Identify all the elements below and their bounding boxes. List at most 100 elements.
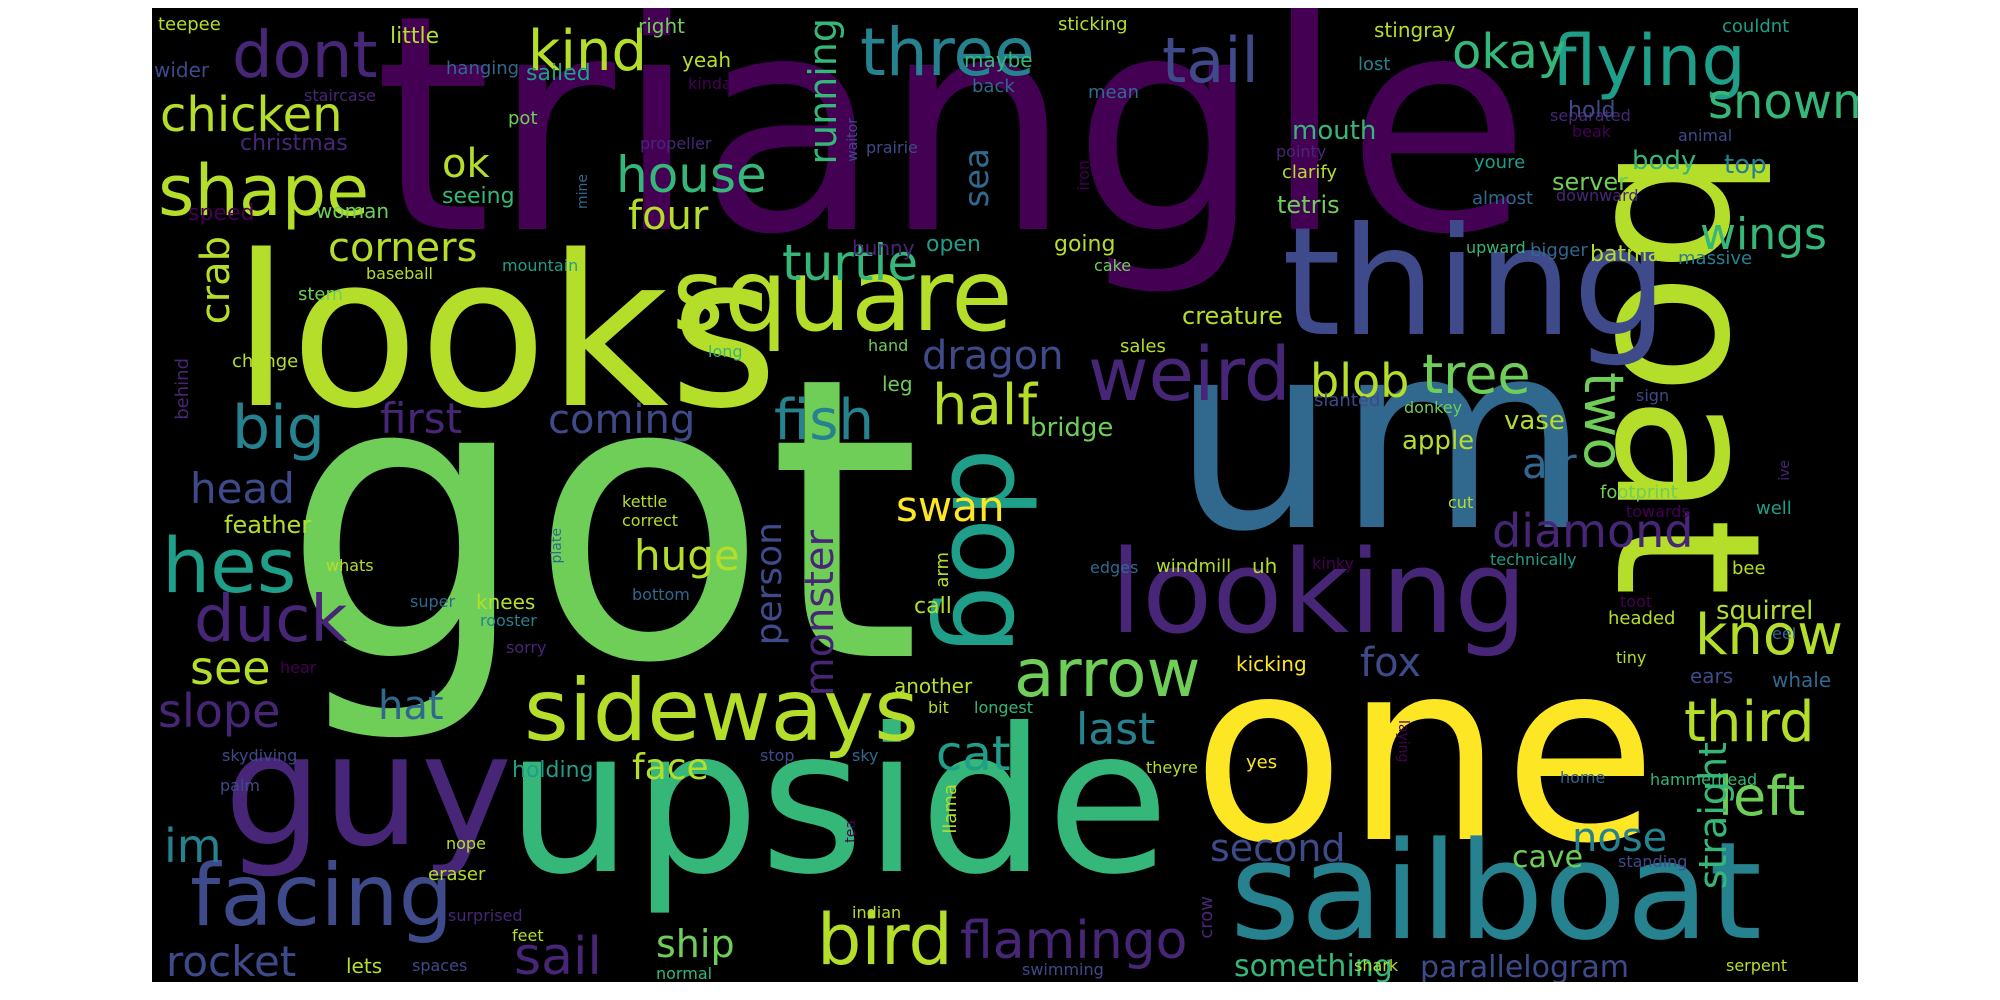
word-duck: duck	[194, 583, 348, 657]
word-corners: corners	[328, 225, 478, 271]
word-tetris: tetris	[1277, 191, 1340, 219]
word-sign: sign	[1636, 386, 1670, 405]
word-got: got	[282, 294, 922, 748]
word-kicking: kicking	[1236, 652, 1307, 676]
word-know: know	[1695, 603, 1843, 668]
word-rooster: rooster	[480, 611, 537, 630]
word-home: home	[1560, 768, 1606, 787]
word-sailed: sailed	[526, 61, 591, 86]
word-teepee: teepee	[158, 14, 221, 35]
word-straight: straight	[1691, 742, 1735, 890]
word-separated: separated	[1550, 106, 1631, 125]
word-sea: sea	[957, 148, 997, 208]
word-kinda: kinda	[688, 74, 732, 93]
word-change: change	[232, 351, 299, 372]
word-guy: guy	[224, 700, 513, 881]
word-hold: hold	[1568, 98, 1616, 123]
word-sky: sky	[852, 746, 879, 765]
word-squirrel: squirrel	[1716, 596, 1814, 626]
word-first: first	[380, 394, 463, 443]
word-ok: ok	[442, 141, 490, 187]
word-wings: wings	[1700, 209, 1827, 260]
word-seeing: seeing	[442, 184, 515, 209]
word-ive: ive	[1777, 460, 1793, 481]
word-bunny: bunny	[852, 236, 915, 260]
word-one: one	[1192, 607, 1658, 898]
word-another: another	[894, 674, 973, 698]
word-um: um	[1172, 287, 1591, 589]
word-standing: standing	[1618, 852, 1688, 871]
word-waitor: waitor	[845, 118, 861, 162]
word-cut: cut	[1448, 493, 1474, 512]
word-okay: okay	[1452, 24, 1567, 80]
word-bridge: bridge	[1030, 413, 1114, 443]
word-sticking: sticking	[1058, 14, 1128, 35]
word-bit: bit	[928, 698, 949, 717]
word-maybe: maybe	[964, 48, 1033, 72]
word-flamingo: flamingo	[960, 911, 1188, 971]
word-slanted: slanted	[1314, 390, 1381, 411]
word-whale: whale	[1772, 668, 1832, 692]
word-slope: slope	[158, 684, 281, 738]
word-tea: tea	[843, 820, 859, 843]
word-uh: uh	[1252, 554, 1278, 578]
word-sail: sail	[514, 927, 602, 982]
word-headed: headed	[1608, 608, 1676, 629]
word-tiny: tiny	[1616, 648, 1647, 667]
word-air: air	[1522, 439, 1577, 488]
word-third: third	[1684, 690, 1815, 755]
word-theyre: theyre	[1146, 758, 1198, 777]
word-big: big	[232, 393, 325, 463]
word-going: going	[1054, 232, 1116, 257]
word-towards: towards	[1626, 502, 1690, 521]
word-batman: batman	[1590, 242, 1675, 267]
word-laying: laying	[1395, 720, 1411, 763]
word-yes: yes	[1246, 752, 1278, 773]
word-kettle: kettle	[622, 492, 668, 511]
word-llama: llama	[940, 784, 961, 834]
word-square: square	[672, 237, 1013, 354]
word-leg: leg	[882, 372, 913, 396]
word-vase: vase	[1504, 406, 1565, 436]
word-boat: boat	[1570, 146, 1803, 597]
word-looks: looks	[232, 210, 779, 455]
word-donkey: donkey	[1404, 398, 1463, 417]
word-woman: woman	[316, 199, 390, 223]
word-thing: thing	[1282, 196, 1668, 370]
word-face: face	[632, 747, 709, 788]
word-kinky: kinky	[1312, 554, 1355, 573]
word-sideways: sideways	[524, 661, 919, 761]
word-parallelogram: parallelogram	[1420, 950, 1629, 983]
word-edges: edges	[1090, 558, 1139, 577]
word-swimming: swimming	[1022, 960, 1104, 979]
word-staircase: staircase	[304, 86, 376, 105]
word-fish: fish	[774, 388, 874, 453]
word-bottom: bottom	[632, 585, 690, 604]
word-lost: lost	[1358, 54, 1391, 75]
word-toot: toot	[1620, 592, 1653, 611]
word-technically: technically	[1490, 550, 1577, 569]
word-facing: facing	[190, 846, 454, 946]
word-stingray: stingray	[1374, 18, 1456, 42]
word-weird: weird	[1088, 332, 1291, 418]
word-dog: dog	[927, 448, 1055, 655]
word-something: something	[1234, 949, 1393, 982]
word-sales: sales	[1120, 336, 1166, 357]
word-feather: feather	[224, 511, 312, 539]
word-monster: monster	[797, 530, 843, 697]
word-top: top	[1724, 150, 1767, 180]
word-upward: upward	[1466, 238, 1526, 257]
word-bird: bird	[817, 899, 953, 981]
word-running: running	[801, 18, 845, 165]
word-mean: mean	[1088, 82, 1140, 103]
word-skydiving: skydiving	[222, 746, 298, 765]
word-clarify: clarify	[1282, 162, 1338, 183]
word-lets: lets	[346, 954, 383, 978]
word-feet: feet	[512, 926, 544, 945]
word-correct: correct	[622, 511, 679, 530]
word-animal: animal	[1678, 126, 1733, 145]
word-fox: fox	[1360, 640, 1421, 686]
word-arm: arm	[932, 552, 953, 588]
word-blob: blob	[1310, 354, 1410, 408]
word-triangle: triangle	[374, 8, 1531, 300]
